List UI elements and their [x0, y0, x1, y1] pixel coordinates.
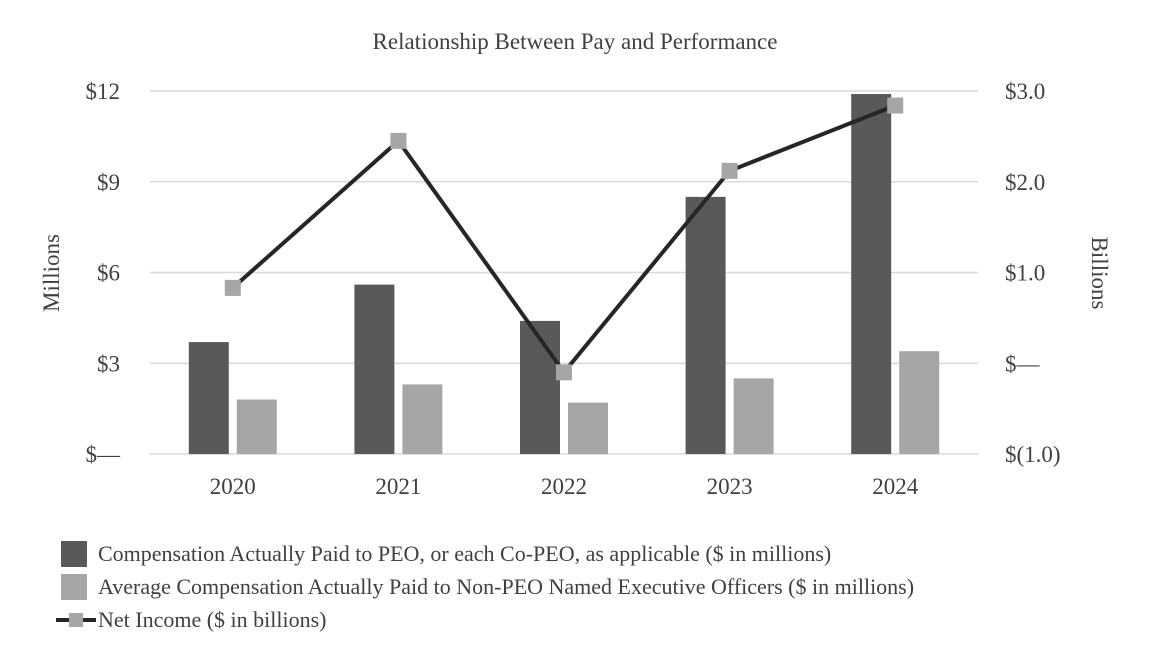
legend-item-net-income: Net Income ($ in billions) — [56, 603, 914, 636]
x-tick-label: 2022 — [541, 474, 587, 499]
bar-neo-2020 — [236, 399, 277, 454]
right-tick-label: $2.0 — [1005, 170, 1045, 195]
left-tick-label: $3 — [97, 351, 120, 376]
x-tick-label: 2024 — [872, 474, 919, 499]
chart-title: Relationship Between Pay and Performance — [373, 29, 778, 54]
bars — [188, 94, 940, 455]
legend: Compensation Actually Paid to PEO, or ea… — [56, 537, 914, 636]
right-tick-label: $(1.0) — [1005, 442, 1061, 467]
legend-item-peo-compensation: Compensation Actually Paid to PEO, or ea… — [56, 537, 914, 570]
bar-neo-2022 — [568, 402, 608, 454]
legend-label: Net Income ($ in billions) — [98, 606, 327, 632]
legend-swatch-neo-compensation — [61, 573, 87, 600]
gridlines — [150, 90, 978, 455]
legend-label: Compensation Actually Paid to PEO, or ea… — [98, 540, 832, 566]
legend-swatch-peo-compensation — [61, 540, 87, 567]
x-tick-label: 2023 — [707, 474, 753, 499]
net-income-marker-2023 — [721, 162, 738, 179]
bar-peo-2022 — [520, 320, 560, 454]
right-tick-label: $— — [1005, 351, 1041, 376]
x-tick-label: 2021 — [375, 474, 421, 499]
right-tick-label: $1.0 — [1005, 261, 1045, 286]
bar-peo-2024 — [851, 94, 892, 455]
net-income-marker-2020 — [224, 279, 241, 296]
net-income-line-path — [231, 103, 896, 376]
net-income-marker-2024 — [887, 97, 904, 114]
bar-peo-2020 — [188, 342, 229, 454]
bar-peo-2023 — [685, 196, 726, 454]
left-tick-label: $— — [86, 442, 122, 467]
bar-peo-2021 — [354, 284, 395, 454]
right-axis-label: Billions — [1087, 237, 1112, 310]
net-income-marker-2022 — [556, 364, 572, 381]
legend-label: Average Compensation Actually Paid to No… — [98, 573, 915, 599]
net-income-line — [224, 97, 904, 381]
left-tick-label: $6 — [97, 261, 120, 286]
x-axis-ticks: 2020 2021 2022 2023 2024 — [210, 474, 919, 499]
x-tick-label: 2020 — [210, 474, 256, 499]
left-axis-label: Millions — [39, 234, 64, 312]
left-tick-label: $12 — [86, 79, 121, 104]
bar-neo-2021 — [402, 384, 443, 454]
right-tick-label: $3.0 — [1005, 79, 1045, 104]
left-axis-ticks: $— $3 $6 $9 $12 — [86, 79, 122, 467]
bar-neo-2024 — [899, 351, 940, 454]
bar-neo-2023 — [733, 378, 774, 454]
legend-swatch-net-income — [56, 607, 96, 633]
left-tick-label: $9 — [97, 170, 120, 195]
pay-vs-performance-chart: Relationship Between Pay and Performance… — [39, 29, 1112, 499]
net-income-marker-2021 — [390, 132, 407, 149]
legend-item-neo-compensation: Average Compensation Actually Paid to No… — [56, 570, 914, 603]
right-axis-ticks: $(1.0) $— $1.0 $2.0 $3.0 — [1005, 79, 1061, 467]
